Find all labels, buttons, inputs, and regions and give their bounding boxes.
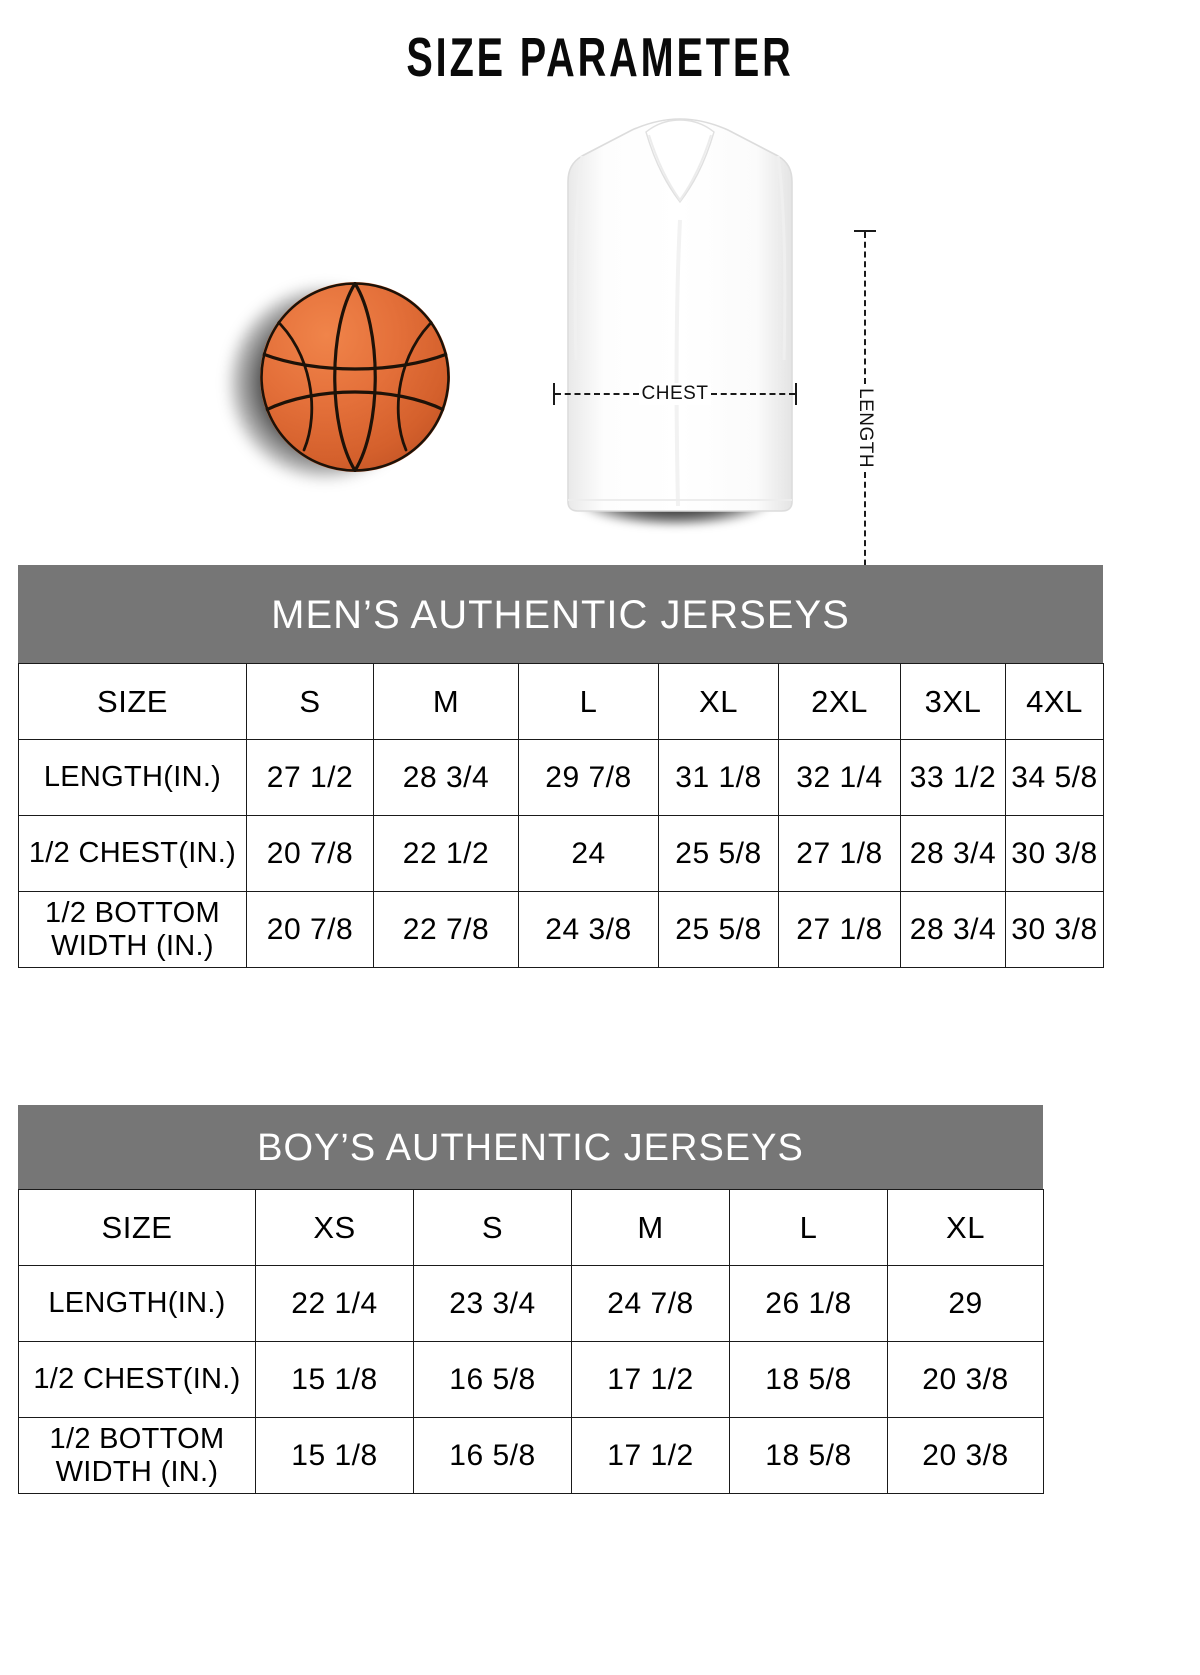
men-length-3xl: 33 1/2 — [900, 739, 1006, 816]
men-bottom-2xl: 27 1/8 — [778, 891, 901, 968]
men-bottom-s: 20 7/8 — [246, 891, 374, 968]
men-row-label-bottom-width-line1: 1/2 BOTTOM — [45, 897, 220, 930]
men-header-size: SIZE — [18, 663, 247, 740]
boy-length-xl: 29 — [887, 1265, 1044, 1342]
jersey-illustration — [520, 110, 840, 530]
men-length-2xl: 32 1/4 — [778, 739, 901, 816]
men-header-m: M — [373, 663, 519, 740]
mens-size-table: SIZE S M L XL 2XL 3XL 4XL LENGTH(IN.) 27… — [18, 663, 1104, 968]
boy-bottom-m: 17 1/2 — [571, 1417, 730, 1494]
mens-table-banner: MEN’S AUTHENTIC JERSEYS — [18, 565, 1103, 663]
boy-chest-s: 16 5/8 — [413, 1341, 572, 1418]
men-length-s: 27 1/2 — [246, 739, 374, 816]
boy-length-s: 23 3/4 — [413, 1265, 572, 1342]
men-row-label-length: LENGTH(IN.) — [18, 739, 247, 816]
page-title: SIZE PARAMETER — [406, 26, 794, 88]
chest-line-right — [711, 393, 795, 395]
boy-bottom-l: 18 5/8 — [729, 1417, 888, 1494]
boy-header-m: M — [571, 1189, 730, 1266]
men-chest-xl: 25 5/8 — [658, 815, 779, 892]
chest-dimension-line: CHEST — [553, 380, 797, 408]
men-bottom-4xl: 30 3/8 — [1005, 891, 1104, 968]
men-header-s: S — [246, 663, 374, 740]
boy-row-label-chest: 1/2 CHEST(IN.) — [18, 1341, 256, 1418]
boy-chest-xl: 20 3/8 — [887, 1341, 1044, 1418]
chest-cap-right — [795, 383, 797, 405]
boy-chest-xs: 15 1/8 — [255, 1341, 414, 1418]
men-chest-l: 24 — [518, 815, 659, 892]
length-line-top — [864, 232, 866, 384]
chest-line-left — [555, 393, 639, 395]
men-header-4xl: 4XL — [1005, 663, 1104, 740]
boy-row-label-bottom-width-line1: 1/2 BOTTOM — [49, 1423, 225, 1456]
basketball-seams — [260, 282, 450, 472]
boy-bottom-s: 16 5/8 — [413, 1417, 572, 1494]
jersey-icon — [567, 118, 793, 512]
men-length-xl: 31 1/8 — [658, 739, 779, 816]
table-row: 1/2 CHEST(IN.) 15 1/8 16 5/8 17 1/2 18 5… — [18, 1341, 1044, 1418]
basketball-icon — [260, 282, 450, 472]
boys-size-table: SIZE XS S M L XL LENGTH(IN.) 22 1/4 23 3… — [18, 1189, 1044, 1494]
table-row-header: SIZE S M L XL 2XL 3XL 4XL — [18, 663, 1104, 740]
men-header-xl: XL — [658, 663, 779, 740]
chest-cap-left — [553, 383, 555, 405]
table-row: 1/2 BOTTOM WIDTH (IN.) 20 7/8 22 7/8 24 … — [18, 891, 1104, 968]
boy-length-xs: 22 1/4 — [255, 1265, 414, 1342]
boy-chest-m: 17 1/2 — [571, 1341, 730, 1418]
table-row: LENGTH(IN.) 22 1/4 23 3/4 24 7/8 26 1/8 … — [18, 1265, 1044, 1342]
illustration-area: CHEST LENGTH — [0, 110, 1200, 627]
boy-length-l: 26 1/8 — [729, 1265, 888, 1342]
men-chest-s: 20 7/8 — [246, 815, 374, 892]
table-row: 1/2 CHEST(IN.) 20 7/8 22 1/2 24 25 5/8 2… — [18, 815, 1104, 892]
boy-header-size: SIZE — [18, 1189, 256, 1266]
boy-row-label-bottom-width-line2: WIDTH (IN.) — [55, 1455, 219, 1488]
table-row: 1/2 BOTTOM WIDTH (IN.) 15 1/8 16 5/8 17 … — [18, 1417, 1044, 1494]
length-label: LENGTH — [854, 383, 876, 473]
boy-header-l: L — [729, 1189, 888, 1266]
men-length-m: 28 3/4 — [373, 739, 519, 816]
men-bottom-3xl: 28 3/4 — [900, 891, 1006, 968]
boy-row-label-bottom-width: 1/2 BOTTOM WIDTH (IN.) — [18, 1417, 256, 1494]
boy-header-xl: XL — [887, 1189, 1044, 1266]
table-row-header: SIZE XS S M L XL — [18, 1189, 1044, 1266]
men-bottom-l: 24 3/8 — [518, 891, 659, 968]
men-chest-m: 22 1/2 — [373, 815, 519, 892]
men-chest-3xl: 28 3/4 — [900, 815, 1006, 892]
boy-header-xs: XS — [255, 1189, 414, 1266]
men-row-label-chest: 1/2 CHEST(IN.) — [18, 815, 247, 892]
men-bottom-m: 22 7/8 — [373, 891, 519, 968]
men-header-l: L — [518, 663, 659, 740]
length-dimension-line: LENGTH — [845, 230, 885, 627]
men-bottom-xl: 25 5/8 — [658, 891, 779, 968]
men-chest-4xl: 30 3/8 — [1005, 815, 1104, 892]
men-row-label-bottom-width-line2: WIDTH (IN.) — [51, 929, 214, 962]
men-length-4xl: 34 5/8 — [1005, 739, 1104, 816]
boy-bottom-xs: 15 1/8 — [255, 1417, 414, 1494]
length-cap-top — [854, 230, 876, 232]
men-chest-2xl: 27 1/8 — [778, 815, 901, 892]
men-header-2xl: 2XL — [778, 663, 901, 740]
boy-row-label-length: LENGTH(IN.) — [18, 1265, 256, 1342]
boys-table-banner: BOY’S AUTHENTIC JERSEYS — [18, 1105, 1043, 1189]
chest-label: CHEST — [638, 383, 712, 405]
men-row-label-bottom-width: 1/2 BOTTOM WIDTH (IN.) — [18, 891, 247, 968]
basketball-illustration — [228, 270, 478, 500]
boy-length-m: 24 7/8 — [571, 1265, 730, 1342]
boy-bottom-xl: 20 3/8 — [887, 1417, 1044, 1494]
men-header-3xl: 3XL — [900, 663, 1006, 740]
men-length-l: 29 7/8 — [518, 739, 659, 816]
length-line-bottom — [864, 472, 866, 625]
boy-chest-l: 18 5/8 — [729, 1341, 888, 1418]
boy-header-s: S — [413, 1189, 572, 1266]
table-row: LENGTH(IN.) 27 1/2 28 3/4 29 7/8 31 1/8 … — [18, 739, 1104, 816]
mens-size-table-block: MEN’S AUTHENTIC JERSEYS SIZE S M L XL 2X… — [18, 565, 1104, 968]
boys-size-table-block: BOY’S AUTHENTIC JERSEYS SIZE XS S M L XL… — [18, 1105, 1044, 1494]
